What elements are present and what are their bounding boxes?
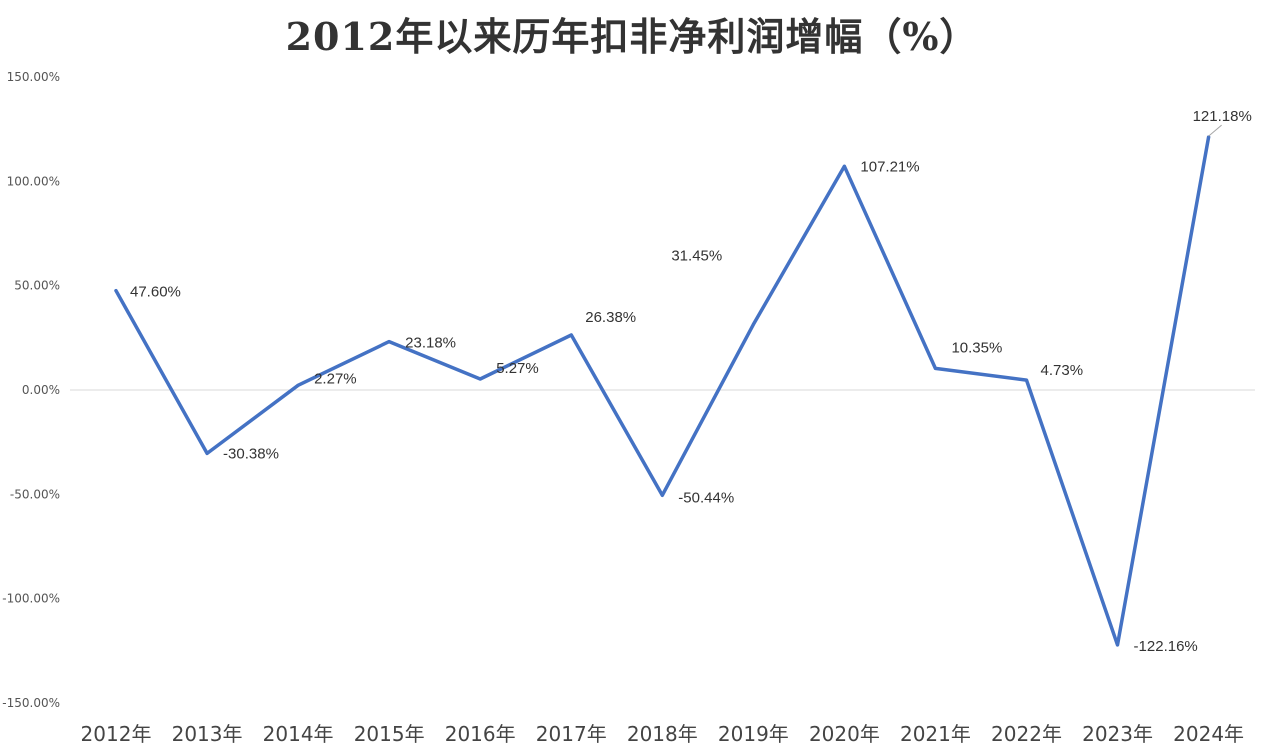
x-tick-label: 2024年: [1173, 722, 1244, 746]
data-label: 10.35%: [951, 339, 1002, 356]
x-tick-label: 2017年: [536, 722, 607, 746]
data-label: 4.73%: [1041, 362, 1084, 379]
data-label: 23.18%: [405, 335, 456, 352]
chart-title: 2012年以来历年扣非净利润增幅（%）: [285, 14, 979, 59]
data-point: [569, 333, 573, 337]
x-axis: 2012年 2013年 2014年 2015年 2016年 2017年 2018年 2019年…: [81, 722, 1245, 746]
data-point: [478, 377, 482, 381]
x-tick-label: 2020年: [809, 722, 880, 746]
data-point: [751, 322, 755, 326]
y-tick-label: -100.00%: [2, 592, 60, 606]
data-label: -122.16%: [1134, 638, 1198, 655]
series-line: [114, 135, 1211, 647]
data-label: 107.21%: [860, 158, 919, 175]
data-label: -50.44%: [678, 489, 734, 506]
y-tick-label: 0.00%: [22, 383, 60, 397]
y-tick-label: 50.00%: [14, 279, 60, 293]
x-tick-label: 2019年: [718, 722, 789, 746]
y-tick-label: 100.00%: [7, 174, 60, 188]
y-axis: 150.00% 100.00% 50.00% 0.00% -50.00% -100.00%…: [2, 70, 60, 710]
data-label: -30.38%: [223, 445, 279, 462]
data-point: [387, 340, 391, 344]
data-point: [114, 289, 118, 293]
label-leader-line: [1208, 124, 1222, 137]
data-point: [1207, 135, 1211, 139]
data-point: [1025, 378, 1028, 382]
y-tick-label: 150.00%: [7, 70, 60, 84]
data-label: 121.18%: [1193, 108, 1252, 125]
series-group: [114, 135, 1211, 647]
x-tick-label: 2015年: [354, 722, 425, 746]
data-point: [842, 164, 846, 168]
data-point: [933, 366, 937, 370]
data-label: 5.27%: [496, 360, 539, 377]
x-tick-label: 2012年: [81, 722, 152, 746]
data-point: [1116, 643, 1120, 647]
x-tick-label: 2021年: [900, 722, 971, 746]
data-point: [660, 493, 664, 497]
x-tick-label: 2014年: [263, 722, 334, 746]
x-tick-label: 2016年: [445, 722, 516, 746]
y-tick-label: -50.00%: [10, 487, 60, 501]
x-tick-label: 2022年: [991, 722, 1062, 746]
data-point: [296, 383, 300, 387]
x-tick-label: 2018年: [627, 722, 698, 746]
data-label: 26.38%: [585, 309, 636, 326]
x-tick-label: 2013年: [172, 722, 243, 746]
data-labels: 47.60% -30.38% 2.27% 23.18% 5.27% 26.38% -50.4…: [130, 108, 1252, 655]
data-label: 47.60%: [130, 284, 181, 301]
y-tick-label: -150.00%: [2, 696, 60, 710]
data-label: 2.27%: [314, 370, 357, 387]
x-tick-label: 2023年: [1082, 722, 1153, 746]
data-label: 31.45%: [671, 247, 722, 264]
data-point: [205, 451, 209, 455]
